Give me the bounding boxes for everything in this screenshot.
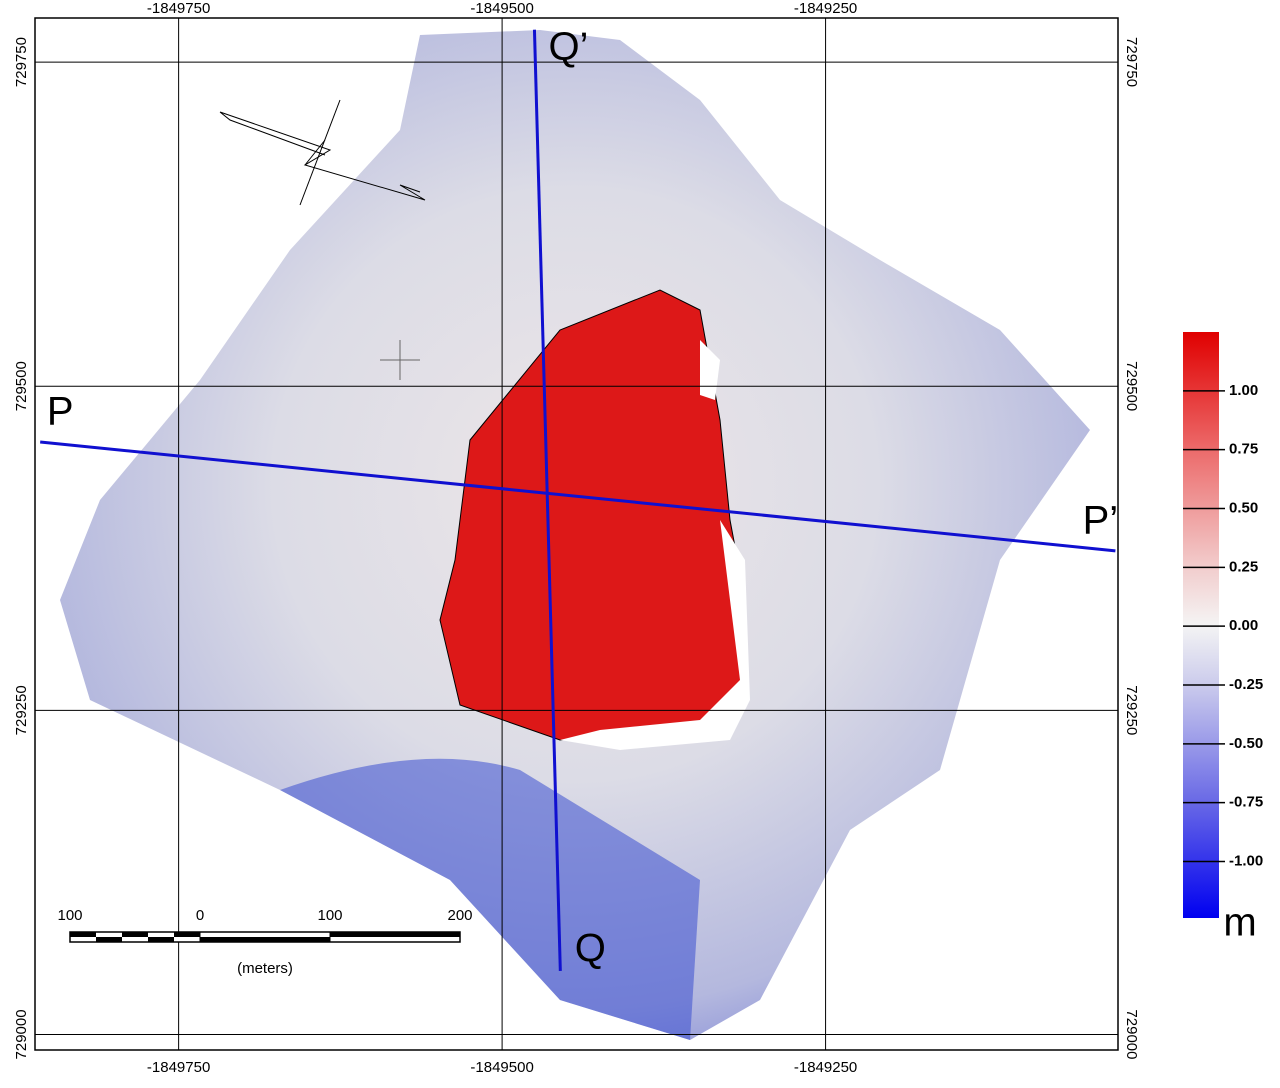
scale-bar-segment bbox=[200, 937, 330, 942]
y-tick-label: 729750 bbox=[13, 37, 30, 87]
profile-line bbox=[40, 440, 1116, 553]
x-tick-label: -1849750 bbox=[147, 1059, 210, 1076]
scale-bar-segment bbox=[174, 932, 200, 937]
crosshair bbox=[380, 340, 420, 380]
scale-bar-segment bbox=[70, 932, 96, 937]
colorbar-tick-label: 0.50 bbox=[1229, 499, 1258, 516]
y-tick-label: 729000 bbox=[13, 1009, 30, 1059]
colorbar-tick-label: -0.75 bbox=[1229, 794, 1263, 811]
x-tick-label: -1849250 bbox=[794, 0, 857, 17]
x-tick-label: -1849750 bbox=[147, 0, 210, 17]
scale-bar-label: 200 bbox=[447, 907, 472, 924]
scale-bar-segment bbox=[148, 937, 174, 942]
colorbar-tick-label: -1.00 bbox=[1229, 852, 1263, 869]
x-tick-label: -1849500 bbox=[470, 0, 533, 17]
profile-line bbox=[532, 29, 562, 971]
scale-bar-label: (meters) bbox=[237, 960, 293, 977]
colorbar-unit: m bbox=[1223, 901, 1256, 945]
colorbar-tick-label: 1.00 bbox=[1229, 382, 1258, 399]
profile-label: P’ bbox=[1083, 498, 1119, 542]
profile-label: Q bbox=[575, 926, 606, 970]
scale-bar-label: 100 bbox=[317, 907, 342, 924]
no-data bbox=[560, 520, 750, 750]
y-tick-label: 729750 bbox=[1123, 37, 1140, 87]
deposit-band bbox=[280, 758, 700, 1040]
colorbar-tick-label: 0.75 bbox=[1229, 441, 1258, 458]
colorbar-tick-label: -0.50 bbox=[1229, 735, 1263, 752]
scale-bar-label: 100 bbox=[57, 907, 82, 924]
profile-label: P bbox=[47, 390, 74, 434]
scale-bar-label: 0 bbox=[196, 907, 204, 924]
y-tick-label: 729250 bbox=[13, 685, 30, 735]
x-tick-label: -1849500 bbox=[470, 1059, 533, 1076]
y-tick-label: 729500 bbox=[1123, 361, 1140, 411]
y-tick-label: 729000 bbox=[1123, 1009, 1140, 1059]
colorbar-tick-label: 0.25 bbox=[1229, 558, 1258, 575]
scale-bar-segment bbox=[96, 937, 122, 942]
scale-bar-segment bbox=[122, 932, 148, 937]
colorbar bbox=[1183, 332, 1219, 918]
north-arrow bbox=[219, 99, 426, 206]
x-tick-label: -1849250 bbox=[794, 1059, 857, 1076]
y-tick-label: 729250 bbox=[1123, 685, 1140, 735]
scale-bar-segment bbox=[330, 932, 460, 937]
no-data bbox=[700, 340, 720, 400]
colorbar-tick-label: -0.25 bbox=[1229, 676, 1263, 693]
profile-label: Q’ bbox=[548, 25, 588, 69]
y-tick-label: 729500 bbox=[13, 361, 30, 411]
map-frame bbox=[34, 17, 1119, 1051]
colorbar-tick-label: 0.00 bbox=[1229, 617, 1258, 634]
